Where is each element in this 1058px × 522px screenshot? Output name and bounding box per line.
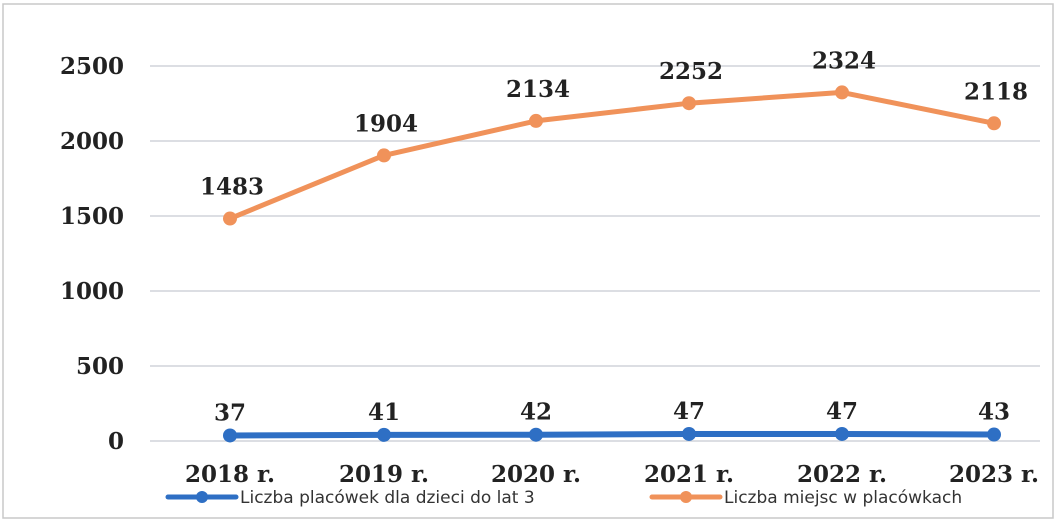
y-axis-tick-labels: 0 500 1000 1500 2000 2500: [60, 53, 124, 455]
legend-swatch-marker-1: [680, 491, 692, 503]
y-tick-label-2500: 2500: [60, 53, 124, 80]
series-1-point-1: [377, 148, 391, 163]
y-tick-label-1000: 1000: [60, 278, 124, 305]
series-0-point-0: [223, 428, 237, 443]
series-1-point-5: [987, 116, 1001, 131]
series-1-point-3: [682, 96, 696, 111]
series-1-point-0: [223, 211, 237, 226]
series-1-data-label-5: 2118: [964, 78, 1028, 105]
series-1-point-4: [835, 85, 849, 100]
series-0-data-label-1: 41: [368, 399, 400, 426]
series-1-data-label-4: 2324: [812, 47, 876, 74]
x-tick-label-4: 2022 r.: [797, 461, 887, 488]
data-labels: 37 41 42 47 47 43 1483 1904 2134 2252 2324 2118: [200, 47, 1028, 426]
legend-label-1: Liczba miejsc w placówkach: [724, 488, 962, 508]
series-lines: [223, 85, 1001, 443]
y-tick-label-1500: 1500: [60, 203, 124, 230]
series-0-point-3: [682, 426, 696, 441]
series-0-data-label-2: 42: [520, 399, 552, 426]
series-1-data-label-0: 1483: [200, 174, 264, 201]
series-0-data-label-0: 37: [214, 399, 246, 426]
series-0-data-label-3: 47: [673, 398, 705, 425]
series-line-1: [227, 89, 997, 222]
y-tick-label-0: 0: [108, 428, 124, 455]
series-0-point-2: [529, 427, 543, 442]
y-tick-label-500: 500: [76, 353, 124, 380]
x-axis-tick-labels: 2018 r. 2019 r. 2020 r. 2021 r. 2022 r. 2023 …: [185, 461, 1039, 488]
series-0-data-label-4: 47: [826, 398, 858, 425]
series-1-data-label-1: 1904: [354, 110, 418, 137]
x-tick-label-5: 2023 r.: [949, 461, 1039, 488]
y-tick-label-2000: 2000: [60, 128, 124, 155]
series-line-0: [227, 430, 997, 439]
x-tick-label-2: 2020 r.: [491, 461, 581, 488]
series-1-data-label-3: 2252: [659, 58, 723, 85]
series-0-point-4: [835, 426, 849, 441]
x-tick-label-3: 2021 r.: [644, 461, 734, 488]
legend: Liczba placówek dla dzieci do lat 3 Liczb…: [165, 488, 962, 508]
gridlines: [150, 65, 1040, 442]
x-tick-label-0: 2018 r.: [185, 461, 275, 488]
series-0-point-5: [987, 427, 1001, 442]
series-1-point-2: [529, 113, 543, 128]
series-1-data-label-2: 2134: [506, 76, 570, 103]
legend-swatch-marker-0: [196, 491, 208, 503]
series-0-data-label-5: 43: [978, 399, 1010, 426]
x-tick-label-1: 2019 r.: [339, 461, 429, 488]
legend-label-0: Liczba placówek dla dzieci do lat 3: [240, 488, 535, 508]
series-0-point-1: [377, 427, 391, 442]
